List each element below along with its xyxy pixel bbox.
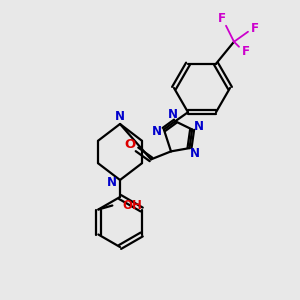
Text: OH: OH	[122, 199, 142, 212]
Text: N: N	[190, 147, 200, 160]
Text: N: N	[168, 108, 178, 121]
Text: N: N	[194, 120, 204, 133]
Text: N: N	[107, 176, 117, 188]
Text: N: N	[115, 110, 125, 124]
Text: N: N	[152, 125, 162, 138]
Text: F: F	[242, 45, 250, 58]
Text: O: O	[124, 138, 136, 151]
Text: F: F	[251, 22, 259, 35]
Text: F: F	[218, 12, 226, 25]
